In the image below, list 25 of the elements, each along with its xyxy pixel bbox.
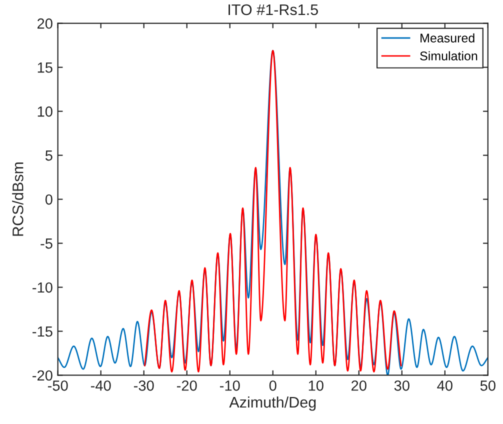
x-tick-label: -10 [220, 380, 240, 391]
x-tick-label: -20 [176, 380, 197, 391]
legend-label: Simulation [420, 51, 478, 60]
x-tick-label: 10 [308, 380, 324, 391]
x-tick-label: -30 [134, 380, 154, 391]
chart-title: ITO #1-Rs1.5 [228, 4, 318, 16]
y-tick-label: 20 [38, 18, 52, 29]
x-tick-label: 20 [352, 380, 366, 391]
x-tick-label: 50 [480, 380, 496, 391]
x-tick-label: 40 [437, 380, 452, 391]
x-tick-label: -50 [48, 380, 68, 391]
y-tick-label: -5 [40, 238, 52, 249]
x-axis-title: Azimuth/Deg [229, 396, 316, 411]
y-tick-label: 15 [38, 62, 52, 73]
x-tick-label: 0 [269, 380, 276, 391]
y-tick-label: 5 [45, 150, 52, 161]
y-tick-label: 10 [38, 106, 52, 117]
y-tick-label: -20 [32, 370, 52, 381]
y-tick-label: 0 [45, 194, 52, 205]
legend-label: Measured [420, 33, 474, 42]
y-tick-label: -10 [32, 282, 52, 293]
x-tick-label: -40 [90, 380, 111, 391]
y-tick-label: -15 [32, 326, 52, 337]
y-axis-title: RCS/dBsm [12, 162, 24, 236]
x-tick-label: 30 [394, 380, 410, 391]
